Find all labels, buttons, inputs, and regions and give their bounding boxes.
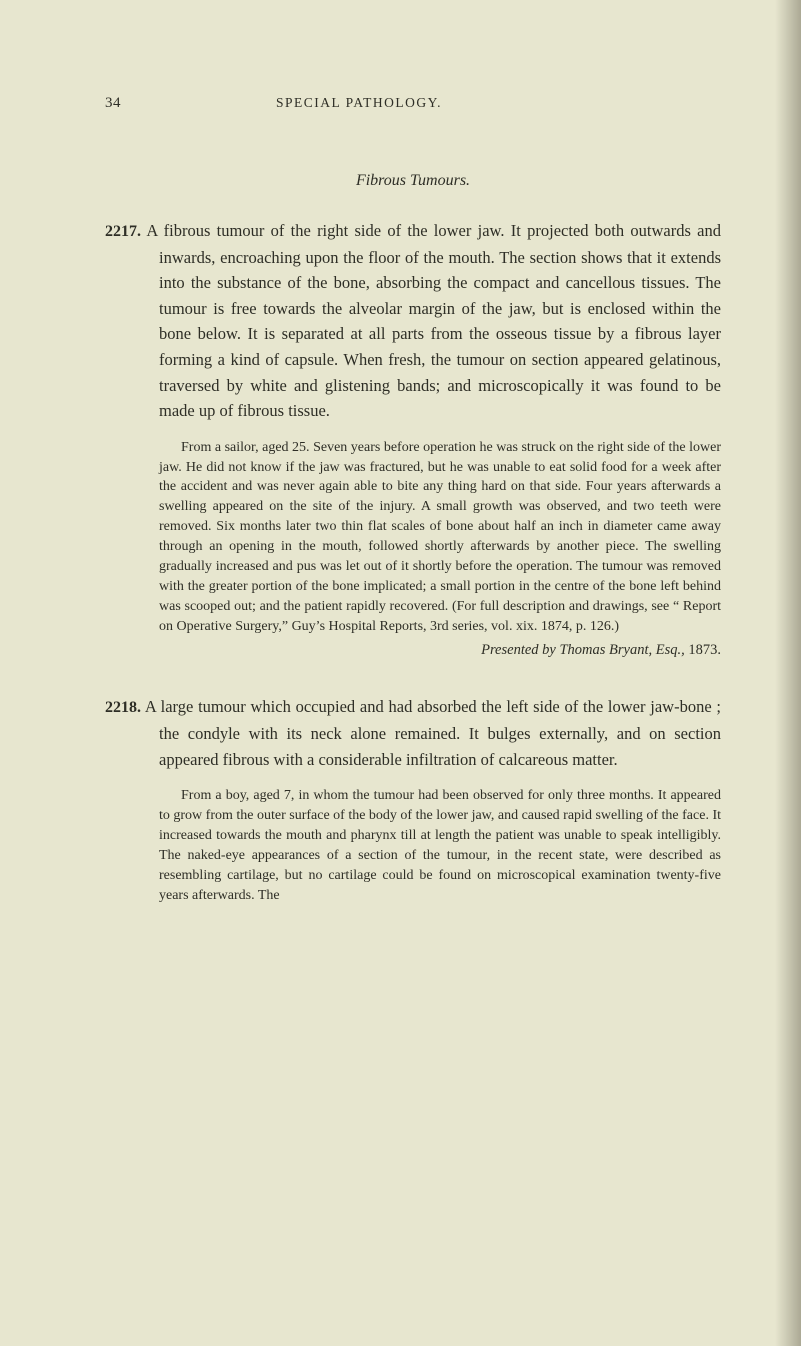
presented-by: Presented by Thomas Bryant, Esq., [481,642,685,658]
entry-main-text: 2218. A large tumour which occupied and … [105,694,721,772]
page-number: 34 [105,95,121,112]
entry-number: 2218. [105,699,141,716]
entry-main-text: 2217. A fibrous tumour of the right side… [105,218,721,424]
entry-body: A large tumour which occupied and had ab… [145,697,721,768]
page-header: 34 SPECIAL PATHOLOGY. [105,95,721,112]
entry-presented-line: Presented by Thomas Bryant, Esq., 1873. [159,642,721,659]
page-container: 34 SPECIAL PATHOLOGY. Fibrous Tumours. 2… [0,0,801,1001]
presented-year: 1873. [685,642,721,658]
entry-note-text: From a boy, aged 7, in whom the tumour h… [159,786,721,905]
catalogue-entry: 2218. A large tumour which occupied and … [105,694,721,905]
entry-body: A fibrous tumour of the right side of th… [146,221,721,420]
catalogue-entry: 2217. A fibrous tumour of the right side… [105,218,721,659]
entry-note-text: From a sailor, aged 25. Seven years befo… [159,438,721,637]
entry-number: 2217. [105,223,141,240]
running-head: SPECIAL PATHOLOGY. [276,95,442,111]
section-title: Fibrous Tumours. [105,172,721,190]
